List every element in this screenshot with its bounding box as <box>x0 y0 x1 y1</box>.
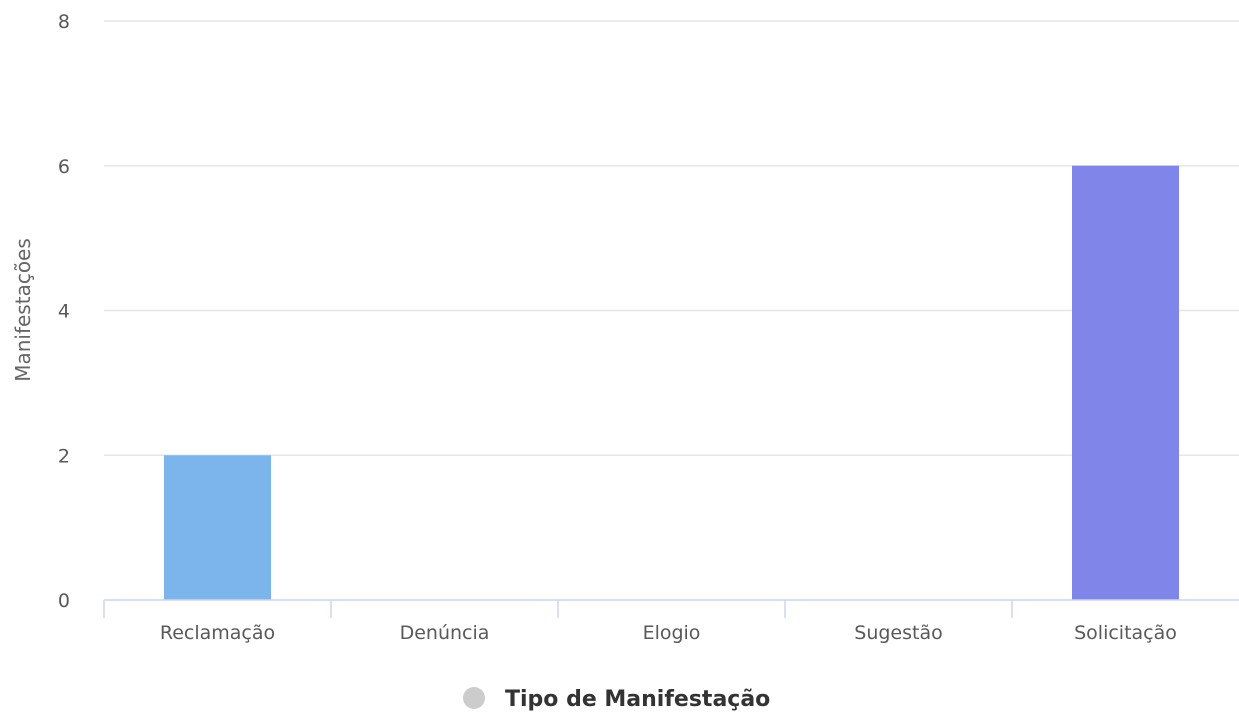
x-axis <box>103 599 1239 618</box>
y-tick-label: 0 <box>58 590 70 612</box>
x-tick-label: Sugestão <box>854 622 942 644</box>
x-tick-label: Denúncia <box>400 622 490 644</box>
bars <box>164 165 1179 600</box>
y-axis-ticks: 0 2 4 6 8 <box>58 11 70 612</box>
legend-item-label[interactable]: Tipo de Manifestação <box>505 687 770 712</box>
x-tick-label: Elogio <box>643 622 701 644</box>
grid-lines <box>104 20 1239 456</box>
bar[interactable] <box>1072 165 1179 600</box>
y-tick-label: 2 <box>58 445 70 467</box>
y-tick-label: 6 <box>58 156 70 178</box>
y-tick-label: 4 <box>58 301 70 323</box>
y-tick-label: 8 <box>58 11 70 33</box>
x-axis-labels: Reclamação Denúncia Elogio Sugestão Solicita… <box>160 622 1177 644</box>
legend[interactable]: Tipo de Manifestação <box>463 687 770 712</box>
x-tick-label: Solicitação <box>1074 622 1177 644</box>
bar[interactable] <box>164 455 271 600</box>
legend-marker-icon <box>463 687 485 709</box>
x-tick-label: Reclamação <box>160 622 275 644</box>
y-axis-title: Manifestações <box>11 238 35 382</box>
